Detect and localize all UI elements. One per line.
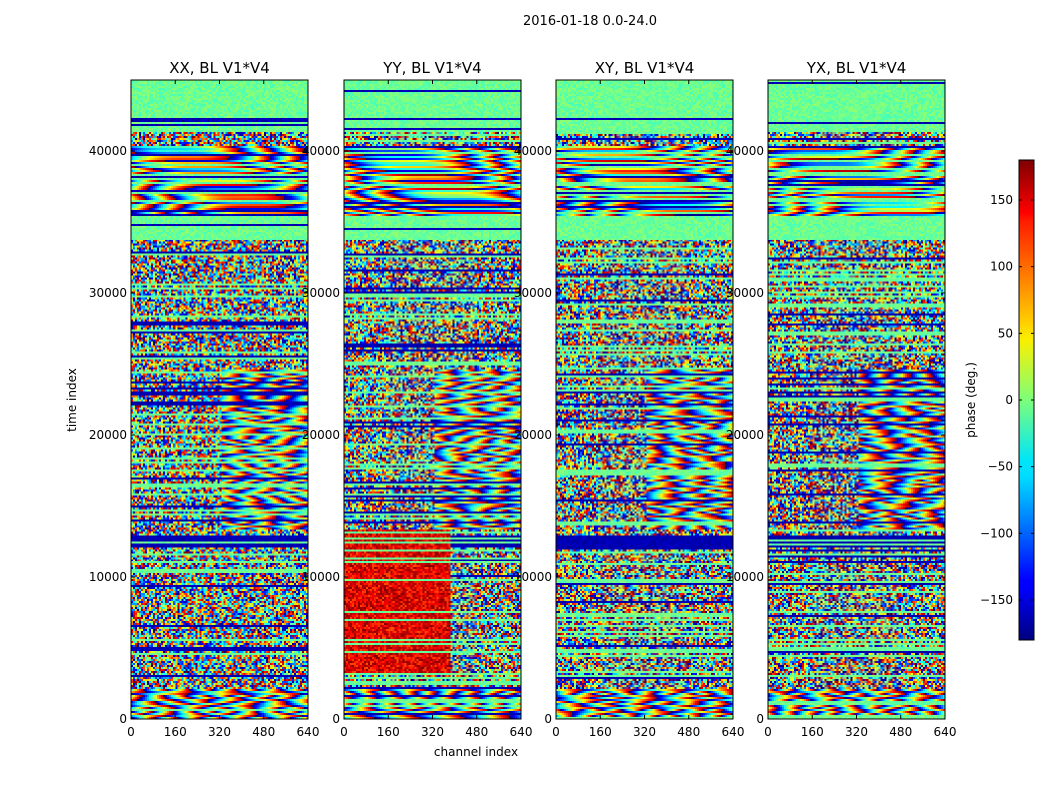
colorbar-tick-label: 50 xyxy=(998,326,1013,340)
x-tick-label: 320 xyxy=(421,725,444,739)
figure-suptitle: 2016-01-18 0.0-24.0 xyxy=(523,14,657,29)
x-tick-label: 640 xyxy=(722,725,745,739)
x-tick-label: 0 xyxy=(127,725,135,739)
colorbar-tick-label: 150 xyxy=(990,193,1013,207)
colorbar-tick-label: −100 xyxy=(980,526,1013,540)
y-tick-label: 30000 xyxy=(302,286,340,300)
x-tick-label: 160 xyxy=(164,725,187,739)
x-tick-label: 320 xyxy=(208,725,231,739)
y-tick-label: 30000 xyxy=(89,286,127,300)
x-tick-label: 640 xyxy=(934,725,957,739)
y-tick-label: 20000 xyxy=(89,428,127,442)
panel-title: XX, BL V1*V4 xyxy=(169,59,270,77)
y-tick-label: 10000 xyxy=(514,570,552,584)
panel-3: YX, BL V1*V4 0 160 320 480 640 0 10000 20000 3000… xyxy=(726,59,957,739)
panel-title: XY, BL V1*V4 xyxy=(595,59,695,77)
heatmap-image xyxy=(556,80,733,719)
x-tick-label: 320 xyxy=(633,725,656,739)
y-tick-label: 30000 xyxy=(514,286,552,300)
colorbar-tick-label: 0 xyxy=(1005,393,1013,407)
x-tick-label: 160 xyxy=(801,725,824,739)
x-tick-label: 0 xyxy=(552,725,560,739)
x-tick-label: 0 xyxy=(340,725,348,739)
x-tick-label: 640 xyxy=(510,725,533,739)
x-tick-label: 160 xyxy=(377,725,400,739)
y-tick-label: 40000 xyxy=(726,144,764,158)
x-axis-label: channel index xyxy=(434,745,518,759)
x-tick-label: 160 xyxy=(589,725,612,739)
y-tick-label: 40000 xyxy=(514,144,552,158)
y-tick-label: 40000 xyxy=(89,144,127,158)
panel-title: YX, BL V1*V4 xyxy=(806,59,907,77)
y-tick-label: 0 xyxy=(332,712,340,726)
panels-layer: XX, BL V1*V4 0 160 320 480 640 0 10000 20000 3000… xyxy=(89,59,957,739)
heatmap-image xyxy=(768,80,945,719)
y-tick-label: 20000 xyxy=(514,428,552,442)
heatmap-image xyxy=(344,80,521,719)
x-tick-label: 0 xyxy=(764,725,772,739)
panel-title: YY, BL V1*V4 xyxy=(382,59,481,77)
y-tick-label: 0 xyxy=(756,712,764,726)
panel-0: XX, BL V1*V4 0 160 320 480 640 0 10000 20000 3000… xyxy=(89,59,320,739)
colorbar-label: phase (deg.) xyxy=(964,362,978,438)
x-tick-label: 480 xyxy=(677,725,700,739)
x-tick-label: 480 xyxy=(889,725,912,739)
x-tick-label: 320 xyxy=(845,725,868,739)
x-tick-label: 480 xyxy=(465,725,488,739)
heatmap-image xyxy=(131,80,308,719)
colorbar-tick-label: 100 xyxy=(990,260,1013,274)
panel-1: YY, BL V1*V4 0 160 320 480 640 0 10000 20000 3000… xyxy=(302,59,533,739)
y-tick-label: 10000 xyxy=(302,570,340,584)
y-tick-label: 10000 xyxy=(726,570,764,584)
y-tick-label: 20000 xyxy=(726,428,764,442)
y-axis-label: time index xyxy=(65,368,79,432)
x-tick-label: 480 xyxy=(252,725,275,739)
colorbar-tick-label: −50 xyxy=(988,460,1013,474)
y-tick-label: 10000 xyxy=(89,570,127,584)
y-tick-label: 20000 xyxy=(302,428,340,442)
y-tick-label: 40000 xyxy=(302,144,340,158)
colorbar: −150 −100 −50 0 50 100 150 phase (deg.) xyxy=(964,159,1035,641)
y-tick-label: 0 xyxy=(544,712,552,726)
x-tick-label: 640 xyxy=(297,725,320,739)
y-tick-label: 30000 xyxy=(726,286,764,300)
panel-2: XY, BL V1*V4 0 160 320 480 640 0 10000 20000 3000… xyxy=(514,59,745,739)
colorbar-tick-label: −150 xyxy=(980,593,1013,607)
y-tick-label: 0 xyxy=(119,712,127,726)
